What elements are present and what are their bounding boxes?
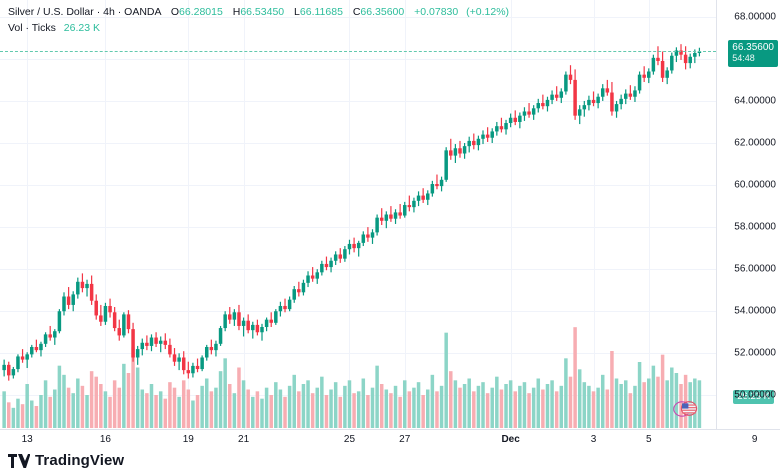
current-price-line	[0, 51, 716, 53]
gridline-horizontal	[0, 185, 716, 186]
time-axis-tick: 25	[343, 434, 356, 445]
volume-title: Vol · Ticks	[8, 22, 56, 34]
high-label: H	[232, 6, 241, 18]
gridline-vertical	[188, 0, 189, 429]
legend-separator-1: ·	[96, 6, 101, 18]
time-axis-tick: 13	[21, 434, 33, 445]
price-axis-tick: 50.00000	[734, 389, 776, 401]
tradingview-mark-icon	[8, 453, 30, 468]
time-axis-tick: 5	[645, 434, 652, 445]
gridline-vertical	[594, 0, 595, 429]
change-value: +0.07830	[414, 6, 459, 18]
gridline-horizontal	[0, 311, 716, 312]
time-axis-tick: 9	[751, 434, 758, 445]
change-percent: (+0.12%)	[466, 6, 510, 18]
close-number: 66.35600	[360, 6, 405, 18]
bar-countdown-text: 54:48	[732, 53, 755, 64]
close-value: C66.35600	[353, 6, 404, 18]
exchange-label[interactable]: OANDA	[124, 6, 161, 18]
symbol-name[interactable]: Silver / U.S. Dollar	[8, 6, 94, 18]
gridline-vertical	[105, 0, 106, 429]
chart-legend: Silver / U.S. Dollar · 4h · OANDA O66.28…	[8, 5, 509, 35]
price-axis-tick: 64.00000	[734, 95, 776, 107]
legend-separator-2: ·	[117, 6, 122, 18]
volume-axis-badge[interactable]: 26.23 K	[733, 390, 774, 404]
price-axis[interactable]: 66.35600 54:48 26.23 K 68.0000066.000006…	[717, 0, 780, 429]
time-axis-tick: 19	[182, 434, 194, 445]
chart-pane[interactable]	[0, 0, 756, 429]
volume-legend-row[interactable]: Vol · Ticks 26.23 K	[8, 21, 509, 35]
symbol-legend-row[interactable]: Silver / U.S. Dollar · 4h · OANDA O66.28…	[8, 5, 509, 19]
gridline-vertical	[649, 0, 650, 429]
open-value: O66.28015	[171, 6, 223, 18]
gridline-vertical	[349, 0, 350, 429]
time-axis[interactable]: 131619212527Dec35911141719	[0, 430, 757, 452]
gridline-vertical	[511, 0, 512, 429]
price-axis-tick: 56.00000	[734, 263, 776, 275]
gridline-horizontal	[0, 17, 716, 18]
time-axis-tick: 3	[590, 434, 597, 445]
gridline-horizontal	[0, 143, 716, 144]
high-number: 66.53450	[240, 6, 285, 18]
price-axis-tick: 62.00000	[734, 137, 776, 149]
price-axis-border	[716, 0, 717, 429]
gridline-vertical	[27, 0, 28, 429]
candlestick-series	[2, 44, 702, 381]
gridline-horizontal	[0, 101, 716, 102]
low-label: L	[294, 6, 300, 18]
volume-series	[2, 327, 702, 428]
price-axis-tick: 60.00000	[734, 179, 776, 191]
close-label: C	[352, 6, 361, 18]
gridline-vertical	[244, 0, 245, 429]
tradingview-wordmark: TradingView	[35, 452, 125, 469]
high-value: H66.53450	[233, 6, 284, 18]
gridline-horizontal	[0, 59, 716, 60]
price-axis-tick: 58.00000	[734, 221, 776, 233]
time-axis-tick: 21	[238, 434, 250, 445]
low-value: L66.11685	[294, 6, 343, 18]
country-flag-icon	[673, 401, 698, 417]
price-axis-tick: 54.00000	[734, 305, 776, 317]
price-axis-tick: 52.00000	[734, 347, 776, 359]
price-axis-tick: 68.00000	[734, 11, 776, 23]
volume-value: 26.23 K	[63, 22, 100, 34]
current-price-badge[interactable]: 66.35600 54:48	[728, 40, 778, 68]
time-axis-tick: 27	[399, 434, 411, 445]
open-label: O	[170, 6, 180, 18]
gridline-horizontal	[0, 353, 716, 354]
time-axis-border	[0, 429, 780, 430]
tradingview-logo[interactable]: TradingView	[8, 452, 124, 469]
gridline-horizontal	[0, 269, 716, 270]
time-axis-tick: 16	[99, 434, 111, 445]
time-axis-tick: Dec	[501, 434, 520, 445]
interval-label[interactable]: 4h	[103, 6, 115, 18]
current-price-text: 66.35600	[732, 42, 774, 54]
gridline-horizontal	[0, 227, 716, 228]
low-number: 66.11685	[299, 6, 343, 18]
open-number: 66.28015	[179, 6, 223, 18]
